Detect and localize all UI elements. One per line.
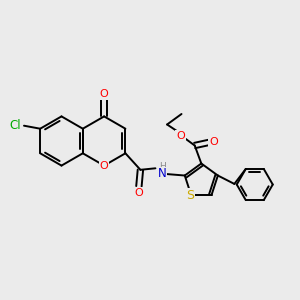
- Text: Cl: Cl: [9, 119, 21, 132]
- Text: O: O: [176, 131, 185, 141]
- Text: O: O: [209, 137, 218, 147]
- Text: O: O: [100, 89, 109, 99]
- Text: O: O: [100, 160, 109, 171]
- Text: N: N: [158, 167, 167, 180]
- Text: O: O: [134, 188, 143, 198]
- Text: H: H: [159, 162, 166, 171]
- Text: S: S: [187, 189, 194, 202]
